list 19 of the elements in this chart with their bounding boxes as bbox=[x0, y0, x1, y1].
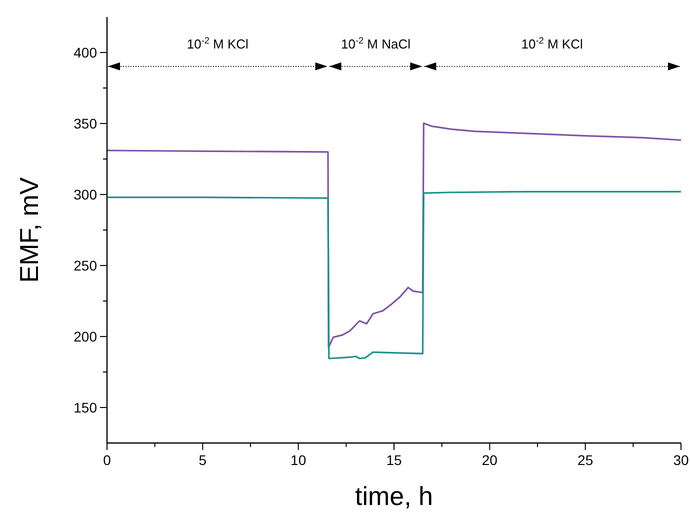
x-tick-label: 20 bbox=[482, 452, 498, 468]
x-tick-label: 5 bbox=[198, 452, 207, 468]
x-tick-label: 10 bbox=[290, 452, 306, 468]
y-tick-label: 400 bbox=[74, 44, 98, 60]
annotation: 10$^{-2}$ M KCl bbox=[521, 35, 583, 52]
y-tick-label: 300 bbox=[74, 186, 98, 202]
x-tick-label: 0 bbox=[103, 452, 112, 468]
x-axis-title: time, h bbox=[354, 481, 434, 511]
y-tick-label: 250 bbox=[74, 258, 98, 274]
line-series bbox=[106, 190, 682, 360]
x-tick-label: 30 bbox=[673, 452, 689, 468]
y-axis-title: EMF, mV bbox=[14, 176, 44, 283]
annotation: 10$^{-2}$ M NaCl bbox=[340, 35, 411, 52]
x-tick-label: 15 bbox=[386, 452, 402, 468]
x-tick-label: 25 bbox=[578, 452, 594, 468]
annotation: 10$^{-2}$ M KCl bbox=[186, 35, 249, 52]
y-tick-label: 200 bbox=[74, 328, 98, 344]
y-tick-label: 350 bbox=[74, 116, 98, 132]
y-tick-label: 150 bbox=[74, 400, 98, 416]
